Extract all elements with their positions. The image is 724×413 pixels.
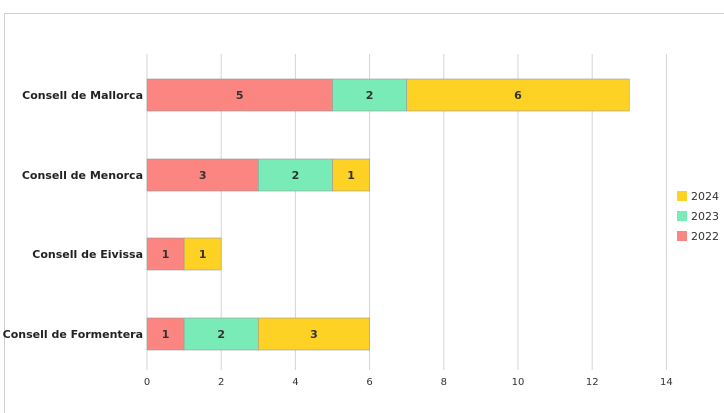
x-tick-label-2: 2: [218, 377, 224, 388]
legend-swatch-2023[interactable]: [677, 211, 687, 221]
bar-label-consell-de-menorca-2022: 3: [199, 169, 207, 182]
bar-consell-de-menorca-2022[interactable]: [146, 158, 259, 192]
legend-label-2022[interactable]: 2022: [691, 230, 719, 243]
legend-label-2023[interactable]: 2023: [691, 210, 719, 223]
bar-consell-de-mallorca-2024[interactable]: [406, 78, 630, 112]
legend: 2024 2023 2022: [677, 190, 719, 243]
bar-label-consell-de-formentera-2023: 2: [217, 328, 225, 341]
bar-label-consell-de-formentera-2022: 1: [162, 328, 170, 341]
bar-consell-de-mallorca-2023[interactable]: [332, 78, 407, 112]
bar-label-consell-de-formentera-2024: 3: [310, 328, 318, 341]
legend-label-2024[interactable]: 2024: [691, 190, 719, 203]
bar-consell-de-eivissa-2022[interactable]: [146, 237, 185, 271]
bar-label-consell-de-mallorca-2022: 5: [236, 89, 244, 102]
bar-label-consell-de-mallorca-2024: 6: [514, 89, 522, 102]
bars: 5 2 6 3 2 1 1 1 1 2 3: [146, 78, 630, 351]
bar-consell-de-mallorca-2022[interactable]: [146, 78, 333, 112]
x-tick-label-10: 10: [512, 377, 525, 388]
bar-label-consell-de-eivissa-2022: 1: [162, 248, 170, 261]
x-tick-label-12: 12: [586, 377, 599, 388]
x-tick-label-14: 14: [660, 377, 673, 388]
x-tick-label-6: 6: [366, 377, 372, 388]
legend-swatch-2022[interactable]: [677, 231, 687, 241]
category-label-consell-de-formentera: Consell de Formentera: [3, 328, 143, 341]
bar-consell-de-formentera-2023[interactable]: [183, 317, 259, 351]
x-tick-label-0: 0: [144, 377, 150, 388]
category-labels: Consell de Mallorca Consell de Menorca Con…: [3, 89, 143, 341]
bar-label-consell-de-mallorca-2023: 2: [366, 89, 374, 102]
bar-consell-de-menorca-2023[interactable]: [257, 158, 333, 192]
category-label-consell-de-mallorca: Consell de Mallorca: [22, 89, 143, 102]
legend-swatch-2024[interactable]: [677, 191, 687, 201]
x-axis-ticks: 0 2 4 6 8 10 12 14: [144, 377, 673, 388]
bar-label-consell-de-eivissa-2024: 1: [199, 248, 207, 261]
bar-consell-de-formentera-2024[interactable]: [257, 317, 370, 351]
bar-consell-de-menorca-2024[interactable]: [332, 158, 370, 192]
bar-consell-de-eivissa-2024[interactable]: [183, 237, 222, 271]
bar-label-consell-de-menorca-2024: 1: [347, 169, 355, 182]
chart-frame: [4, 13, 724, 413]
x-tick-label-8: 8: [441, 377, 447, 388]
category-label-consell-de-eivissa: Consell de Eivissa: [32, 248, 143, 261]
x-tick-label-4: 4: [292, 377, 298, 388]
category-label-consell-de-menorca: Consell de Menorca: [22, 169, 143, 182]
bar-label-consell-de-menorca-2023: 2: [292, 169, 300, 182]
gridlines: [146, 54, 667, 370]
